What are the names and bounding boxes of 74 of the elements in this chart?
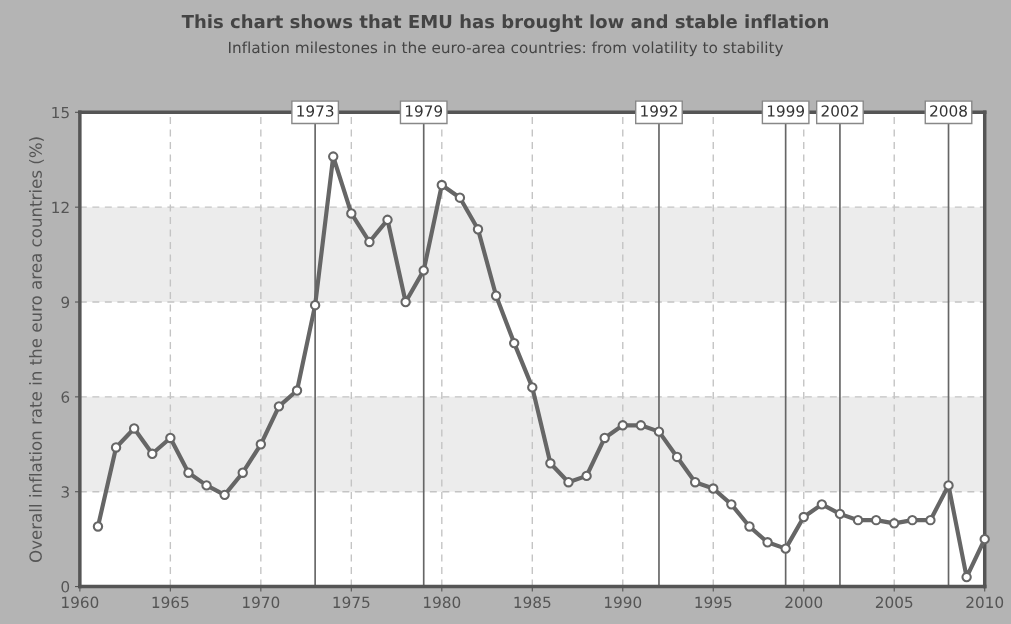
point [599,432,610,444]
chart-title: This chart shows that EMU has brought low and stable inflation [181,14,828,32]
point [346,208,357,219]
chart-subtitle: Inflation milestones in the euro-area countries: from volatility to stability [228,41,784,57]
x-tick-label: 1985 [514,596,551,609]
point [364,236,375,248]
point [653,426,665,437]
point [671,451,683,463]
point [726,499,737,510]
point [870,514,882,526]
point [979,533,990,545]
ref-line-label: 2002 [821,105,858,117]
x-tick-label: 2005 [875,596,913,609]
point [689,477,701,488]
point [907,514,918,526]
point [92,521,104,532]
x-tick-label: 1965 [152,596,189,609]
point [291,385,303,396]
x-tick-label: 1975 [333,596,370,609]
point [943,480,954,491]
ref-line-label: 1999 [767,105,805,117]
point [147,448,158,459]
point [183,467,194,478]
point [545,458,556,469]
point [436,179,448,191]
x-tick-label: 2010 [966,596,1004,609]
x-tick-label: 1995 [695,596,732,609]
point [328,151,339,162]
point [925,514,936,526]
point [219,489,230,501]
y-tick-label: 3 [61,486,69,498]
point [527,382,538,393]
ref-line-label: 1992 [641,105,677,117]
x-tick-label: 1960 [62,596,99,609]
point [708,483,719,494]
x-tick-label: 2000 [785,596,823,609]
point [889,518,900,529]
y-tick-label: 9 [61,296,70,309]
point [309,299,321,311]
point [780,543,791,554]
point [852,514,864,526]
ref-line-label: 2008 [930,105,967,117]
point [744,521,755,532]
point [201,480,212,491]
ref-line-label: 1973 [297,105,334,117]
point [490,290,502,301]
y-tick-label: 12 [52,201,69,213]
point [273,401,285,412]
point [617,420,628,431]
point [400,296,411,308]
point [237,467,248,478]
point [798,511,809,523]
point [762,537,773,548]
point [128,423,140,434]
ref-line-label: 1979 [405,105,443,117]
y-tick-label: 0 [61,581,70,593]
point [508,337,520,349]
y-axis-title: Overall inflation rate in the euro area countries (%) [29,137,44,563]
y-tick-label: 6 [61,391,70,403]
point [816,499,828,510]
point [563,477,574,488]
point [454,192,466,203]
x-tick-label: 1990 [605,596,642,609]
point [165,432,176,444]
point [255,439,267,450]
y-tick-label: 15 [52,106,69,119]
point [635,420,647,431]
point [581,470,592,482]
x-tick-label: 1970 [243,596,280,609]
point [472,224,484,235]
point [418,265,429,276]
point [110,442,122,453]
point [834,508,846,520]
x-tick-label: 1980 [424,596,461,609]
